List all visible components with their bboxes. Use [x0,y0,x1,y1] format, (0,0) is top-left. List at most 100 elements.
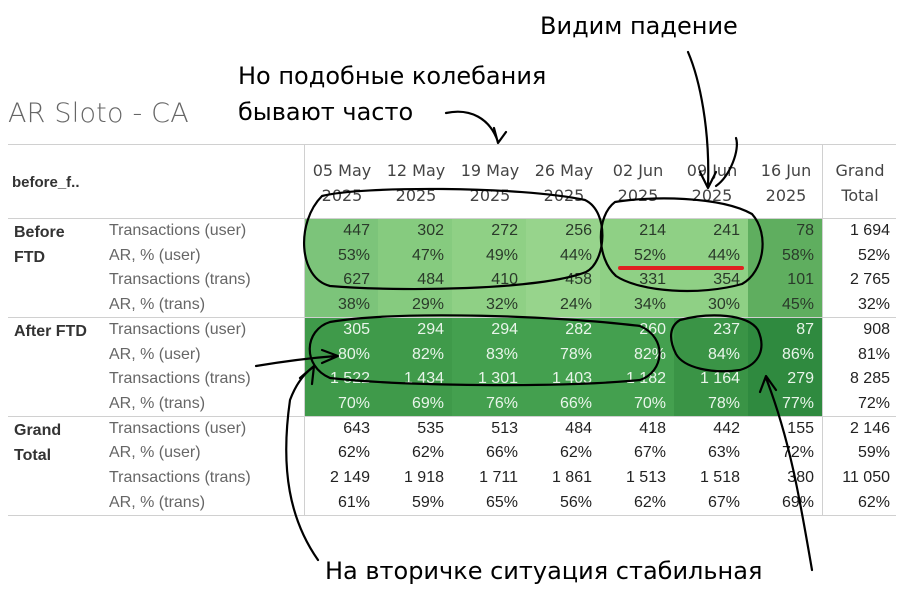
table-cell[interactable]: 2 149 [329,469,370,486]
grand-total-cell[interactable]: 908 [863,320,890,338]
table-cell[interactable]: 214 [639,222,666,239]
grand-total-cell[interactable]: 81% [857,345,890,363]
table-cell[interactable]: 484 [565,419,592,437]
measure-label[interactable]: Transactions (trans) [109,469,251,486]
group-label[interactable]: Before FTD [14,220,104,270]
table-cell[interactable]: 237 [713,320,740,338]
grand-total-cell[interactable]: 2 765 [849,271,890,289]
table-cell[interactable]: 241 [713,222,740,239]
table-cell[interactable]: 66% [559,394,592,412]
measure-label[interactable]: AR, % (user) [109,246,201,264]
table-cell[interactable]: 1 301 [477,370,518,388]
column-header-1[interactable]: 12 May 2025 [378,158,454,208]
table-cell[interactable]: 447 [343,222,370,239]
measure-label[interactable]: Transactions (trans) [109,271,251,289]
table-cell[interactable]: 59% [411,493,444,511]
table-cell[interactable]: 282 [565,320,592,338]
table-cell[interactable]: 69% [411,394,444,412]
table-cell[interactable]: 62% [411,444,444,462]
table-cell[interactable]: 72% [781,444,814,462]
table-cell[interactable]: 82% [411,345,444,363]
group-label[interactable]: After FTD [14,319,104,344]
table-cell[interactable]: 34% [633,296,666,314]
table-cell[interactable]: 65% [485,493,518,511]
table-cell[interactable]: 260 [639,320,666,338]
measure-label[interactable]: AR, % (user) [109,345,201,363]
table-cell[interactable]: 1 518 [699,469,740,486]
table-cell[interactable]: 535 [417,419,444,437]
grand-total-cell[interactable]: 2 146 [849,419,890,437]
table-cell[interactable]: 49% [485,246,518,264]
measure-label[interactable]: Transactions (user) [109,320,247,338]
measure-label[interactable]: AR, % (trans) [109,394,206,412]
table-cell[interactable]: 1 522 [329,370,370,388]
column-header-5[interactable]: 09 Jun 2025 [674,158,750,208]
column-header-6[interactable]: 16 Jun 2025 [748,158,824,208]
measure-label[interactable]: Transactions (trans) [109,370,251,388]
table-cell[interactable]: 78% [559,345,592,363]
measure-label[interactable]: AR, % (trans) [109,296,206,314]
table-cell[interactable]: 58% [781,246,814,264]
column-header-2[interactable]: 19 May 2025 [452,158,528,208]
table-cell[interactable]: 484 [417,271,444,289]
table-cell[interactable]: 47% [411,246,444,264]
table-cell[interactable]: 513 [491,419,518,437]
table-cell[interactable]: 354 [713,271,740,289]
measure-label[interactable]: AR, % (trans) [109,493,206,511]
table-cell[interactable]: 101 [787,271,814,289]
measure-label[interactable]: AR, % (user) [109,444,201,462]
table-cell[interactable]: 643 [343,419,370,437]
grand-total-cell[interactable]: 11 050 [842,469,890,486]
measure-label[interactable]: Transactions (user) [109,222,247,239]
table-cell[interactable]: 67% [633,444,666,462]
group-label[interactable]: Grand Total [14,418,104,468]
grand-total-cell[interactable]: 1 694 [849,222,890,239]
grand-total-cell[interactable]: 52% [857,246,890,264]
table-cell[interactable]: 53% [337,246,370,264]
column-header-3[interactable]: 26 May 2025 [526,158,602,208]
table-cell[interactable]: 331 [639,271,666,289]
table-cell[interactable]: 70% [633,394,666,412]
table-cell[interactable]: 32% [485,296,518,314]
table-cell[interactable]: 83% [485,345,518,363]
table-cell[interactable]: 305 [343,320,370,338]
table-cell[interactable]: 627 [343,271,370,289]
table-cell[interactable]: 62% [559,444,592,462]
table-cell[interactable]: 1 403 [551,370,592,388]
table-cell[interactable]: 410 [491,271,518,289]
table-cell[interactable]: 87 [796,320,814,338]
table-cell[interactable]: 80% [337,345,370,363]
table-cell[interactable]: 1 513 [625,469,666,486]
row-dimension-header[interactable]: before_f.. [12,174,80,191]
table-cell[interactable]: 44% [559,246,592,264]
table-cell[interactable]: 70% [337,394,370,412]
table-cell[interactable]: 52% [633,246,666,264]
table-cell[interactable]: 279 [787,370,814,388]
table-cell[interactable]: 61% [337,493,370,511]
table-cell[interactable]: 302 [417,222,444,239]
table-cell[interactable]: 294 [491,320,518,338]
grand-total-cell[interactable]: 62% [857,493,890,511]
table-cell[interactable]: 418 [639,419,666,437]
table-cell[interactable]: 1 182 [625,370,666,388]
table-cell[interactable]: 76% [485,394,518,412]
table-cell[interactable]: 63% [707,444,740,462]
table-cell[interactable]: 272 [491,222,518,239]
measure-label[interactable]: Transactions (user) [109,419,247,437]
grand-total-cell[interactable]: 72% [857,394,890,412]
table-cell[interactable]: 1 164 [699,370,740,388]
column-header-4[interactable]: 02 Jun 2025 [600,158,676,208]
table-cell[interactable]: 78 [796,222,814,239]
table-cell[interactable]: 86% [781,345,814,363]
table-cell[interactable]: 38% [337,296,370,314]
table-cell[interactable]: 1 861 [551,469,592,486]
grand-total-cell[interactable]: 59% [857,444,890,462]
table-cell[interactable]: 30% [707,296,740,314]
table-cell[interactable]: 84% [707,345,740,363]
table-cell[interactable]: 1 918 [403,469,444,486]
table-cell[interactable]: 45% [781,296,814,314]
table-cell[interactable]: 62% [633,493,666,511]
table-cell[interactable]: 294 [417,320,444,338]
table-cell[interactable]: 256 [565,222,592,239]
